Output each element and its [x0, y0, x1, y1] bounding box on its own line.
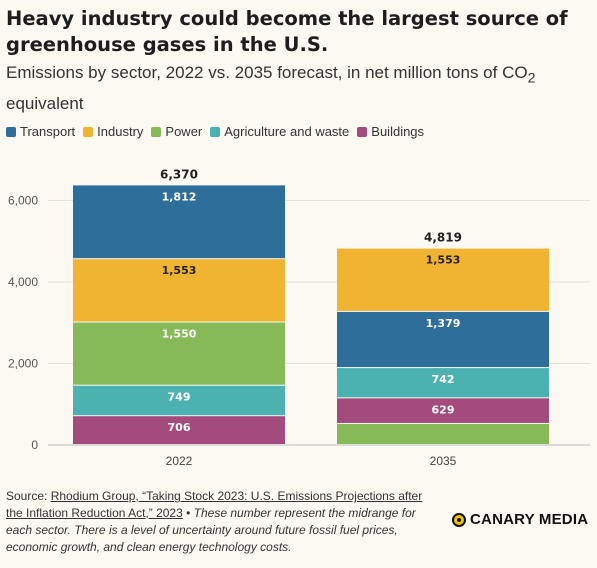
subtitle-text: Emissions by sector, 2022 vs. 2035 forec…	[6, 63, 528, 82]
data-label: 706	[168, 421, 191, 434]
legend-swatch	[151, 126, 162, 137]
data-label: 742	[432, 373, 455, 386]
legend-label: Transport	[20, 124, 76, 139]
legend-item-power: Power	[151, 124, 202, 139]
data-label: 1,812	[162, 190, 197, 203]
data-label: 1,550	[162, 328, 197, 341]
data-label: 1,553	[162, 264, 197, 277]
bar-segment-power	[337, 423, 549, 444]
legend-item-buildings: Buildings	[357, 124, 424, 139]
source-note-text: These number represent the midrange for …	[6, 506, 416, 554]
subtitle-tail: equivalent	[6, 94, 84, 114]
legend-label: Buildings	[371, 124, 425, 139]
x-tick-label: 2022	[166, 454, 193, 468]
source-link[interactable]: Rhodium Group, “Taking Stock 2023: U.S. …	[6, 489, 423, 520]
legend-label: Agriculture and waste	[224, 124, 350, 139]
subtitle-subscript: 2	[527, 70, 536, 87]
y-tick-label: 4,000	[8, 275, 38, 289]
source-separator: •	[182, 506, 194, 520]
total-label: 6,370	[160, 167, 198, 181]
legend-label: Industry	[97, 124, 144, 139]
legend-swatch	[210, 126, 221, 137]
legend-swatch	[357, 126, 368, 137]
y-tick-label: 6,000	[8, 193, 38, 207]
legend-swatch	[83, 126, 94, 137]
data-label: 629	[432, 403, 455, 416]
bar-segment-agriculture-and-waste	[337, 368, 549, 398]
logo-text: CANARY MEDIA	[470, 511, 589, 528]
source-note: Source: Rhodium Group, “Taking Stock 202…	[6, 488, 436, 556]
legend: Transport Industry Power Agriculture and…	[6, 124, 424, 139]
data-label: 749	[168, 391, 191, 404]
bar-segment-power	[73, 322, 285, 385]
legend-item-agriculture: Agriculture and waste	[210, 124, 349, 139]
chart-title: Heavy industry could become the largest …	[6, 7, 568, 56]
canary-logo-icon	[452, 512, 466, 527]
data-label: 1,379	[426, 317, 461, 330]
stacked-bar-chart: 0 2,000 4,000 6,000 706 749 1,550 1,553 1,812 6,3…	[8, 167, 590, 468]
bar-segment-industry	[337, 248, 549, 311]
legend-item-industry: Industry	[83, 124, 143, 139]
x-tick-label: 2035	[430, 454, 457, 468]
legend-label: Power	[165, 124, 203, 139]
bar-segment-transport	[73, 185, 285, 259]
bar-segment-buildings	[337, 398, 549, 423]
legend-swatch	[6, 126, 16, 137]
total-label: 4,819	[424, 231, 462, 245]
bar-segment-industry	[73, 259, 285, 322]
y-tick-label: 2,000	[8, 356, 38, 370]
canary-media-logo[interactable]: CANARY MEDIA	[452, 511, 588, 528]
data-label: 1,553	[426, 254, 461, 267]
chart-subtitle: Emissions by sector, 2022 vs. 2035 forec…	[6, 60, 591, 117]
y-tick-label: 0	[31, 438, 38, 452]
source-prefix: Source:	[6, 489, 51, 503]
legend-item-transport: Transport	[6, 124, 75, 139]
bar-segment-transport	[337, 311, 549, 368]
bar-segment-agriculture-and-waste	[73, 385, 285, 416]
bar-segment-buildings	[73, 416, 285, 444]
